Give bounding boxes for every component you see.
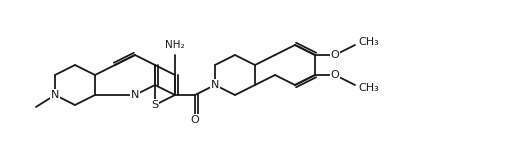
Text: CH₃: CH₃	[358, 83, 379, 93]
Text: S: S	[151, 100, 159, 110]
Text: CH₃: CH₃	[358, 37, 379, 47]
Text: N: N	[211, 80, 219, 90]
Text: NH₂: NH₂	[165, 40, 185, 50]
Text: O: O	[331, 70, 339, 80]
Text: N: N	[131, 90, 139, 100]
Text: O: O	[191, 115, 199, 125]
Text: N: N	[51, 90, 59, 100]
Text: O: O	[331, 50, 339, 60]
